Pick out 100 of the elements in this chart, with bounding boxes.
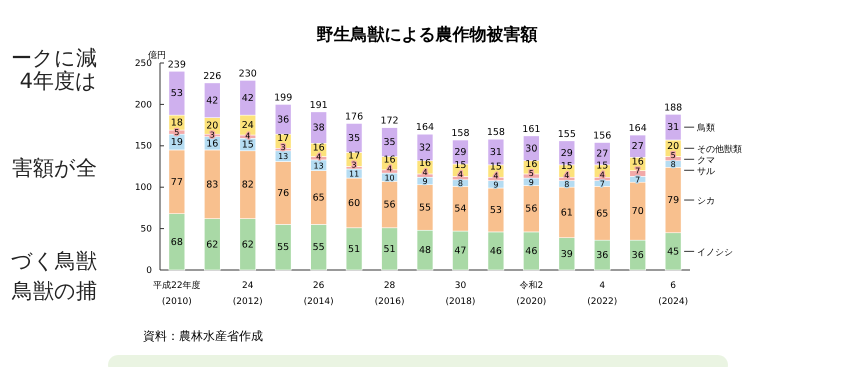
total-label: 230: [238, 68, 257, 80]
data-label: 56: [384, 200, 396, 211]
data-label: 30: [525, 143, 538, 154]
x-tick-label: 30 (2018): [445, 281, 476, 307]
x-tick-label: 26 (2014): [304, 281, 334, 307]
x-tick-label: 6 (2024): [658, 281, 688, 307]
y-tick-label: 200: [134, 100, 152, 110]
data-label: 82: [242, 180, 254, 191]
data-label: 4: [245, 132, 250, 141]
data-label: 7: [635, 175, 640, 184]
text: ークに減: [11, 46, 97, 70]
data-label: 18: [170, 118, 183, 129]
data-label: 4: [600, 170, 605, 180]
data-label: 4: [316, 152, 322, 162]
text: 4年度は: [20, 69, 97, 93]
data-label: 31: [667, 122, 680, 134]
data-label: 5: [670, 151, 676, 160]
series-label: 鳥類: [696, 122, 716, 134]
data-label: 3: [352, 160, 357, 170]
data-label: 13: [278, 152, 288, 162]
data-label: 9: [422, 176, 428, 186]
data-label: 54: [454, 204, 466, 215]
series-label: その他獣類: [697, 144, 742, 155]
data-label: 16: [384, 154, 396, 166]
data-label: 29: [560, 148, 573, 159]
data-label: 62: [242, 239, 254, 250]
data-label: 3: [280, 143, 286, 152]
data-label: 36: [632, 250, 644, 262]
total-label: 176: [345, 111, 364, 122]
data-label: 15: [490, 161, 502, 172]
data-label: 51: [348, 244, 360, 255]
data-label: 55: [418, 202, 432, 214]
data-label: 4: [458, 170, 463, 180]
data-label: 17: [348, 150, 360, 162]
data-label: 8: [670, 160, 676, 170]
data-label: 83: [206, 179, 218, 190]
y-tick-label: 50: [140, 224, 152, 234]
data-label: 61: [560, 207, 573, 218]
data-label: 76: [277, 188, 290, 199]
x-tick-label: 24 (2012): [232, 281, 263, 307]
data-label: 7: [600, 179, 605, 188]
text: 害額が全: [12, 156, 97, 180]
total-label: 161: [522, 124, 540, 135]
data-label: 11: [349, 170, 360, 179]
data-label: 53: [170, 88, 183, 100]
data-label: 47: [454, 246, 466, 257]
data-label: 31: [490, 147, 502, 158]
x-tick-label: 28 (2016): [374, 281, 405, 307]
total-label: 158: [486, 127, 505, 138]
data-label: 15: [454, 160, 466, 172]
data-label: 32: [418, 142, 432, 154]
data-label: 48: [418, 245, 432, 256]
data-label: 77: [170, 176, 183, 188]
data-label: 51: [384, 244, 396, 255]
data-label: 10: [384, 173, 395, 182]
data-label: 15: [242, 140, 254, 151]
series-label: シカ: [697, 196, 716, 207]
data-label: 8: [564, 180, 570, 189]
data-label: 39: [560, 248, 573, 260]
data-label: 79: [667, 195, 680, 206]
data-label: 55: [277, 242, 290, 254]
data-label: 45: [667, 246, 680, 258]
total-label: 164: [628, 123, 647, 134]
total-label: 158: [451, 128, 470, 140]
data-label: 4: [493, 171, 498, 180]
text: 資料：農林水産省作成: [143, 329, 263, 343]
data-label: 36: [277, 114, 290, 126]
total-label: 199: [274, 92, 292, 104]
total-label: 172: [380, 116, 399, 127]
data-label: 3: [210, 130, 215, 140]
series-label: サル: [697, 166, 716, 177]
data-label: 38: [312, 122, 325, 134]
data-label: 15: [596, 160, 608, 172]
data-label: 15: [560, 160, 573, 172]
total-label: 239: [168, 59, 186, 70]
x-tick-label: 4 (2022): [587, 281, 618, 307]
data-label: 60: [348, 198, 360, 209]
data-label: 4: [387, 164, 392, 174]
total-label: 226: [203, 70, 222, 82]
x-tick-label: 令和2 (2020): [516, 280, 546, 307]
data-label: 65: [596, 208, 608, 220]
total-label: 164: [416, 122, 434, 134]
data-label: 7: [635, 166, 640, 176]
data-label: 27: [596, 148, 608, 160]
data-label: 46: [490, 246, 502, 257]
total-label: 156: [593, 130, 612, 142]
data-label: 16: [632, 156, 644, 168]
total-label: 191: [310, 100, 328, 111]
data-label: 19: [170, 137, 183, 148]
data-label: 4: [564, 170, 570, 180]
data-label: 20: [667, 141, 680, 152]
data-label: 42: [206, 95, 218, 106]
data-label: 5: [528, 168, 534, 178]
y-axis-title: 億円: [148, 50, 166, 61]
data-label: 4: [422, 168, 428, 177]
text: 鳥獣の捕: [11, 279, 97, 303]
data-label: 46: [525, 246, 538, 257]
y-tick-label: 250: [134, 58, 152, 69]
data-label: 24: [242, 120, 254, 132]
y-tick-label: 150: [134, 142, 152, 152]
